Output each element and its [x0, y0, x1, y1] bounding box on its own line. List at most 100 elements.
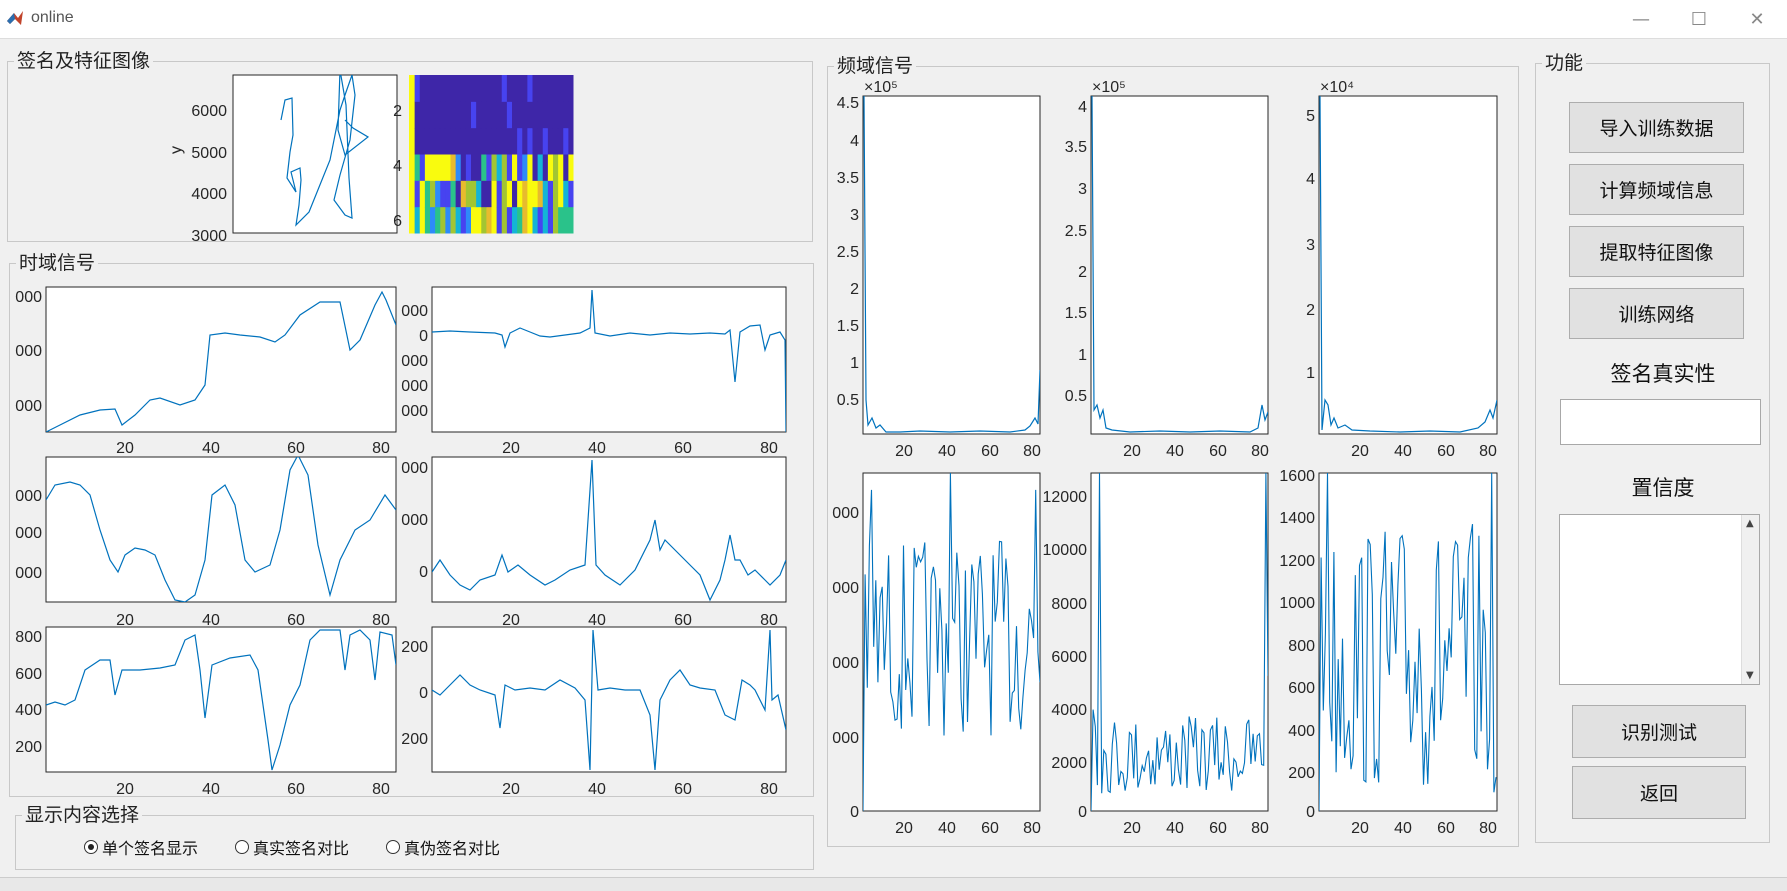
heatmap-cell — [516, 127, 523, 155]
heatmap-cell — [557, 75, 564, 102]
heatmap-cell — [521, 127, 528, 155]
heatmap-cell — [444, 180, 451, 208]
heatmap-cell — [455, 75, 461, 102]
heatmap-cell — [526, 127, 533, 155]
t2-xtick: 20 — [502, 440, 520, 457]
t2-xtick: 40 — [588, 440, 606, 457]
t4-ytick: 000 — [401, 512, 428, 529]
t5-xtick: 80 — [372, 781, 390, 798]
radio-single-signature[interactable]: 单个签名显示 — [84, 835, 198, 859]
heatmap-cell — [506, 180, 512, 208]
feat-ytick: 4 — [393, 158, 402, 175]
confidence-scrollbar[interactable]: ▲ ▼ — [1741, 515, 1759, 684]
t1-xtick: 80 — [372, 440, 390, 457]
heatmap-cell — [444, 206, 451, 234]
t4-xtick: 20 — [502, 612, 520, 629]
confidence-textarea[interactable]: ▲ ▼ — [1559, 514, 1760, 685]
f5-ytick: 10000 — [1043, 542, 1088, 559]
radio-unchecked-icon — [235, 840, 249, 854]
f6-xtick: 80 — [1479, 820, 1497, 837]
freq-plot-6: 1600 1400 1200 1000 800 600 400 200 0 20… — [1279, 468, 1498, 837]
heatmap-cell — [475, 75, 482, 102]
heatmap-cell — [465, 154, 471, 181]
f1-ytick: 4 — [850, 133, 859, 150]
f2-ytick: 2 — [1078, 264, 1087, 281]
f4-ytick: 000 — [832, 580, 859, 597]
t6-xtick: 60 — [674, 781, 692, 798]
time-plot-1: 000 000 000 20 40 60 80 — [15, 286, 397, 457]
back-button[interactable]: 返回 — [1572, 766, 1746, 819]
heatmap-cell — [562, 180, 569, 208]
signature-plot: 6000 5000 4000 3000 y — [168, 74, 398, 245]
heatmap-cell — [434, 180, 441, 208]
heatmap-cell — [532, 206, 538, 234]
heatmap-cell — [465, 101, 471, 129]
f1-exponent: ×10⁵ — [864, 79, 898, 96]
maximize-button[interactable]: ☐ — [1690, 8, 1708, 30]
f2-ytick: 3.5 — [1065, 139, 1087, 156]
t1-ytick: 000 — [15, 343, 42, 360]
heatmap-cell — [532, 127, 538, 155]
heatmap-cell — [434, 206, 441, 234]
f2-exponent: ×10⁵ — [1092, 79, 1126, 96]
import-training-data-button[interactable]: 导入训练数据 — [1569, 102, 1744, 153]
heatmap-cell — [552, 127, 559, 155]
radio-unchecked-icon — [386, 840, 400, 854]
f6-ytick: 1400 — [1279, 510, 1315, 527]
heatmap-cell — [429, 180, 436, 208]
heatmap-cell — [542, 154, 548, 181]
f6-ytick: 1200 — [1279, 553, 1315, 570]
heatmap-cell — [455, 154, 461, 181]
recognition-test-button[interactable]: 识别测试 — [1572, 705, 1746, 758]
heatmap-cell — [562, 101, 569, 129]
heatmap-cell — [501, 154, 507, 181]
heatmap-cell — [465, 127, 471, 155]
f3-ytick: 2 — [1306, 302, 1315, 319]
heatmap-cell — [429, 127, 436, 155]
heatmap-cell — [557, 101, 564, 129]
heatmap-cell — [465, 180, 471, 208]
f2-ytick: 1.5 — [1065, 305, 1087, 322]
heatmap-cell — [485, 180, 492, 208]
authenticity-label: 签名真实性 — [1610, 362, 1716, 386]
minimize-button[interactable]: — — [1632, 8, 1650, 30]
freq-domain-panel-title: 频域信号 — [834, 55, 917, 77]
heatmap-cell — [511, 154, 518, 181]
heatmap-cell — [516, 180, 523, 208]
scroll-up-icon[interactable]: ▲ — [1746, 518, 1754, 529]
heatmap-cell — [455, 206, 461, 234]
heatmap-cell — [419, 206, 425, 234]
freq-plot-3: ×10⁴ 5 4 3 2 1 20 40 60 80 — [1306, 79, 1498, 460]
heatmap-cell — [409, 206, 415, 234]
close-button[interactable]: ✕ — [1749, 8, 1765, 30]
feature-heatmap: 2 4 6 — [393, 75, 574, 234]
scroll-down-icon[interactable]: ▼ — [1746, 670, 1754, 681]
t1-xtick: 20 — [116, 440, 134, 457]
f6-ytick: 200 — [1288, 765, 1315, 782]
heatmap-cell — [424, 75, 430, 102]
heatmap-cell — [562, 154, 569, 181]
calc-freq-info-button[interactable]: 计算频域信息 — [1569, 164, 1744, 215]
radio-forgery-compare[interactable]: 真伪签名对比 — [386, 835, 500, 859]
train-network-button[interactable]: 训练网络 — [1569, 288, 1744, 339]
heatmap-cell — [496, 101, 502, 129]
heatmap-cell — [547, 180, 553, 208]
t5-xtick: 60 — [287, 781, 305, 798]
heatmap-cell — [450, 206, 456, 234]
t4-ytick: 0 — [419, 564, 428, 581]
heatmap-cell — [439, 75, 446, 102]
f5-ytick: 0 — [1078, 804, 1087, 821]
f5-xtick: 60 — [1209, 820, 1227, 837]
heatmap-cell — [511, 206, 518, 234]
freq-plot-2: ×10⁵ 4 3.5 3 2.5 2 1.5 1 0.5 20 40 60 80 — [1065, 79, 1269, 460]
f2-ytick: 0.5 — [1065, 388, 1087, 405]
extract-feature-image-button[interactable]: 提取特征图像 — [1569, 226, 1744, 277]
f5-ytick: 4000 — [1051, 702, 1087, 719]
heatmap-cell — [521, 75, 528, 102]
f5-ytick: 8000 — [1051, 596, 1087, 613]
t2-ytick: 000 — [401, 303, 428, 320]
authenticity-field[interactable] — [1560, 399, 1761, 445]
radio-genuine-compare[interactable]: 真实签名对比 — [235, 835, 349, 859]
heatmap-cell — [419, 75, 425, 102]
f1-ytick: 1 — [850, 355, 859, 372]
